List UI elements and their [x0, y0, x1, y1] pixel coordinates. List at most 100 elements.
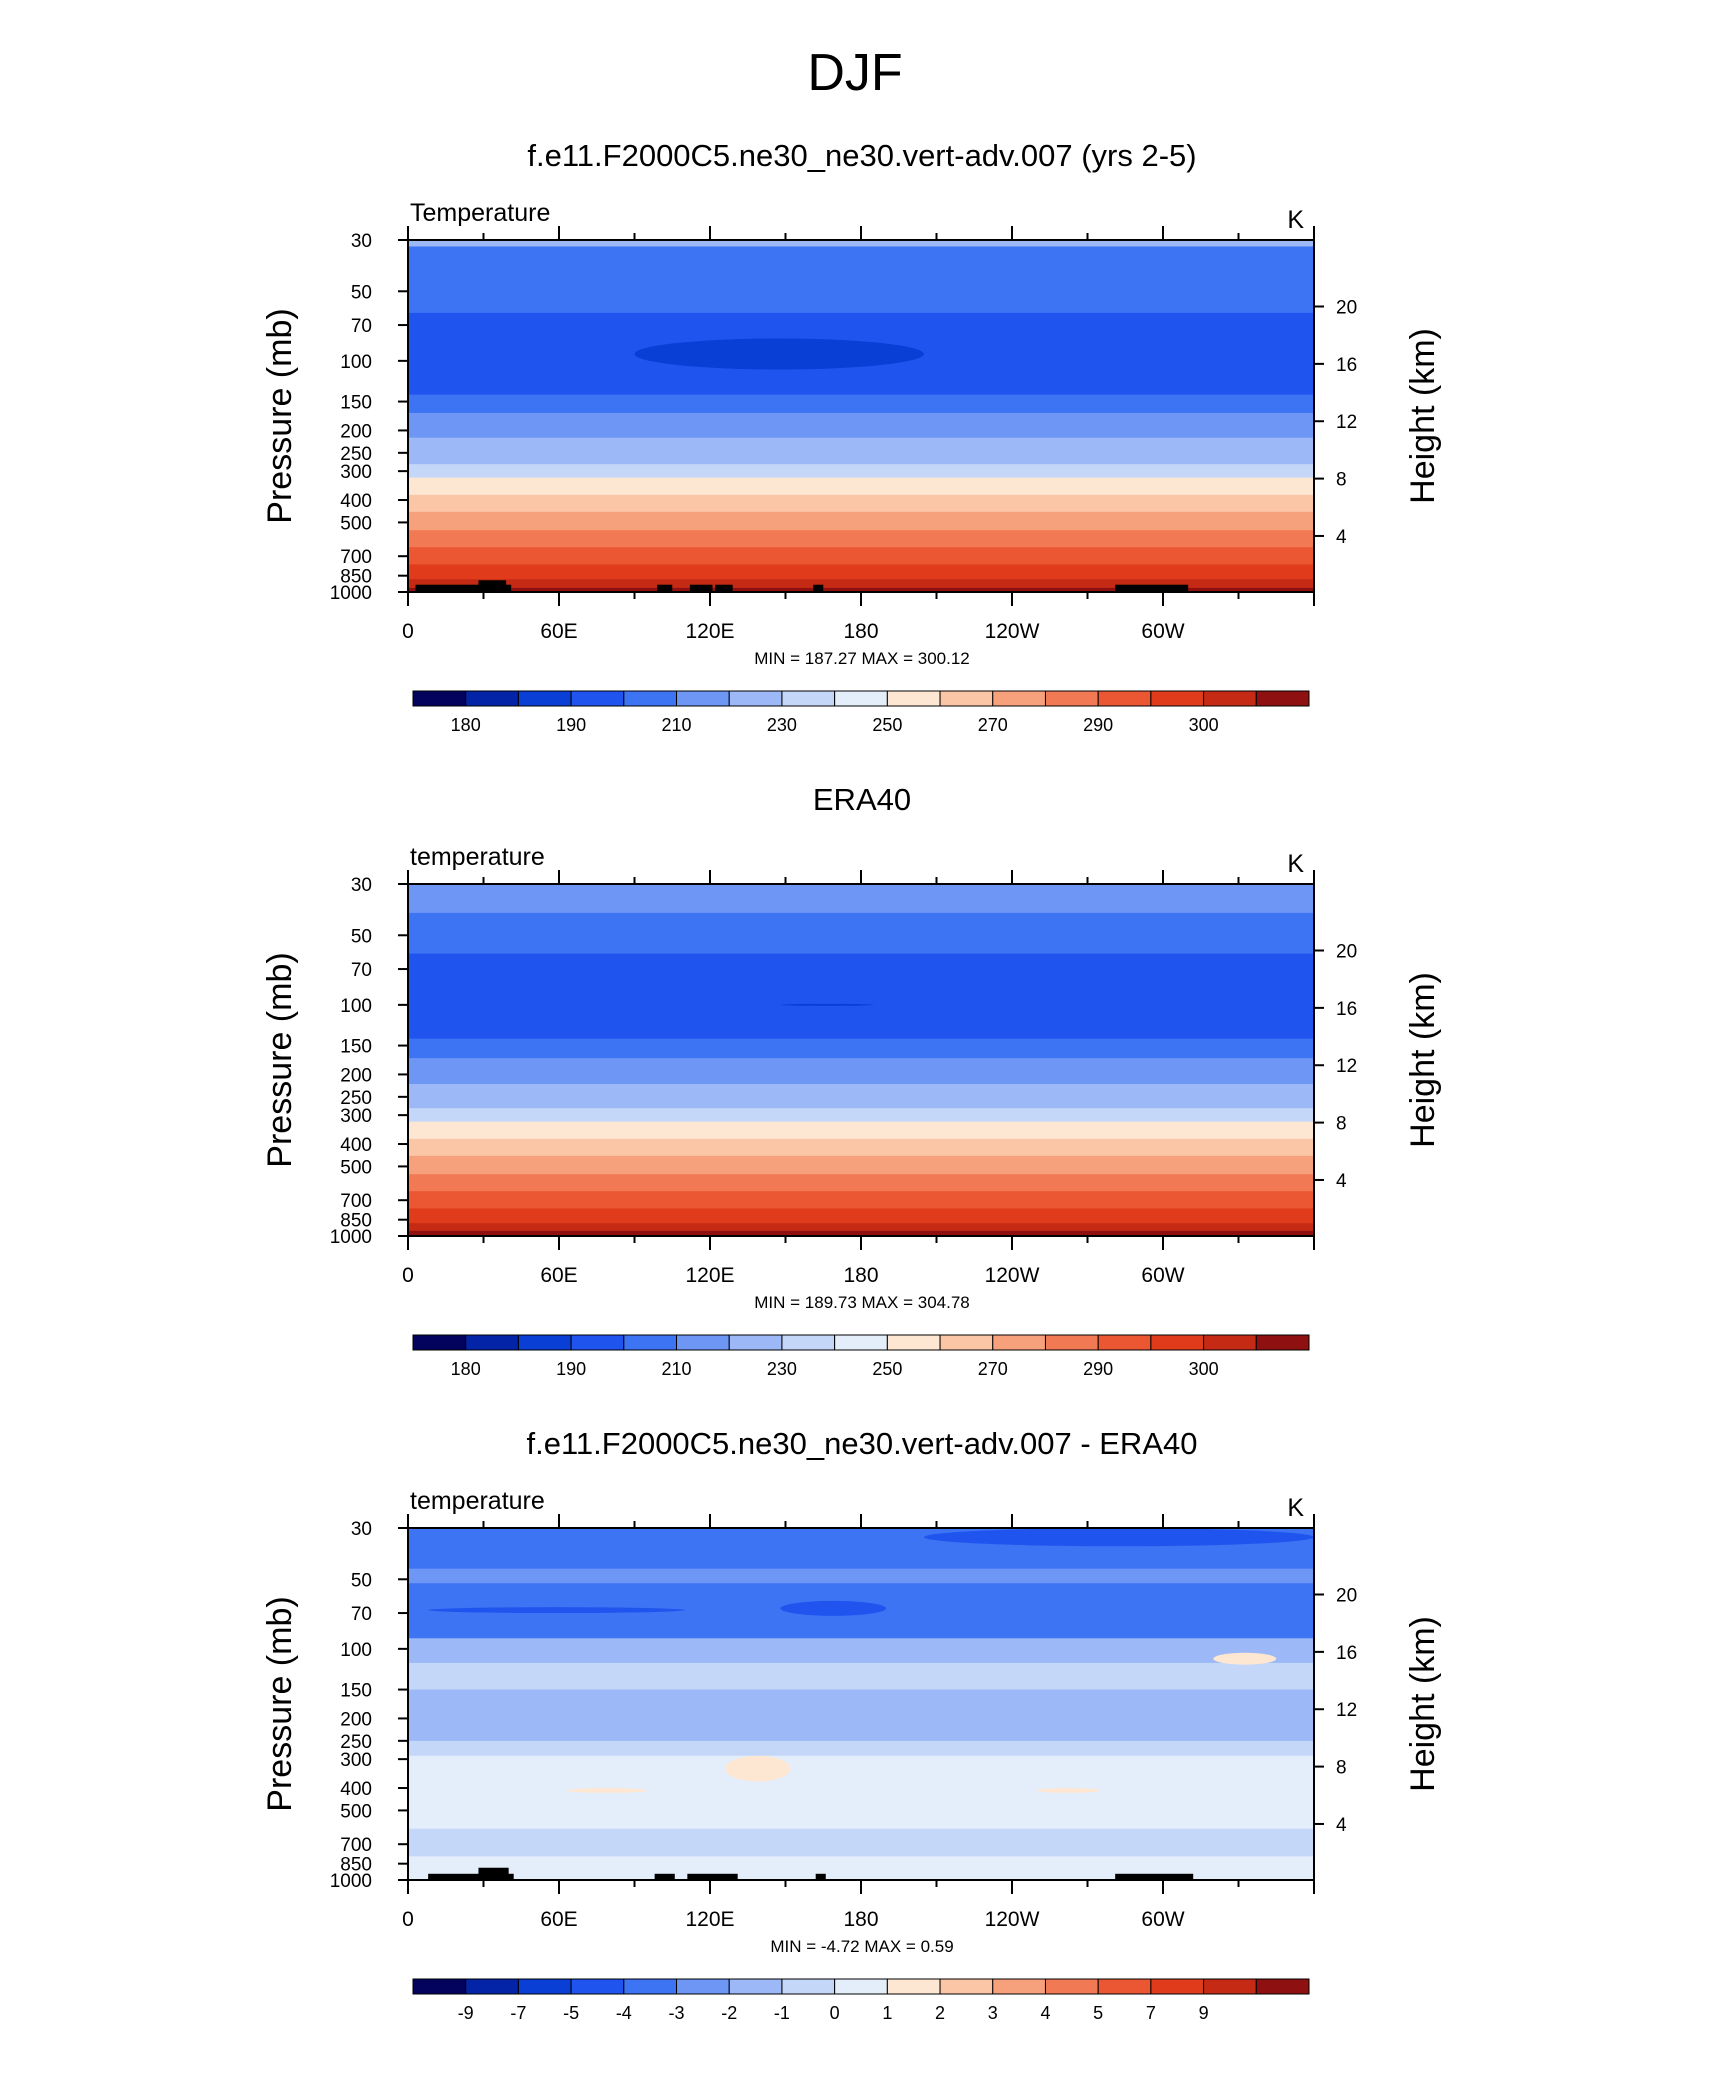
- contour-band: [408, 1084, 1314, 1109]
- topography-mask: [478, 580, 507, 592]
- colorbar-box: [412, 1334, 467, 1351]
- colorbar-box: [412, 690, 467, 707]
- y-tick-label: 250: [340, 444, 372, 465]
- colorbar-label: -4: [616, 2003, 632, 2023]
- height-tick-label: 4: [1336, 527, 1347, 548]
- contour-band: [408, 1174, 1314, 1192]
- y-tick-label: 70: [351, 1604, 372, 1625]
- contour-band: [408, 1038, 1314, 1059]
- colorbar-box: [1044, 690, 1099, 707]
- y-tick-label: 850: [340, 1211, 372, 1232]
- topography-mask: [815, 1873, 826, 1880]
- colorbar-box: [1150, 1978, 1205, 1995]
- contour-band: [408, 530, 1314, 548]
- contour-blob: [923, 1528, 1314, 1547]
- colorbar-label: 7: [1146, 2003, 1156, 2023]
- x-tick-label: 120W: [985, 1908, 1040, 1931]
- contour-band: [408, 1638, 1314, 1664]
- colorbar-box: [939, 690, 994, 707]
- y-tick-label: 400: [340, 1779, 372, 1800]
- y-tick-label: 30: [351, 875, 372, 896]
- y-tick-label: 100: [340, 996, 372, 1017]
- topography-mask: [1115, 584, 1189, 592]
- contour-band: [408, 1191, 1314, 1210]
- contour-band: [408, 1662, 1314, 1691]
- colorbar-box: [781, 690, 836, 707]
- colorbar-box: [939, 1978, 994, 1995]
- contour-band: [408, 1230, 1314, 1236]
- topography-mask: [687, 1873, 738, 1880]
- contour-band: [408, 494, 1314, 513]
- colorbar-box: [1255, 1334, 1310, 1351]
- x-tick-label: 60W: [1141, 1264, 1184, 1287]
- colorbar-box: [781, 1334, 836, 1351]
- panel-1: f.e11.F2000C5.ne30_ne30.vert-adv.007 (yr…: [261, 138, 1442, 735]
- y-tick-label: 200: [340, 421, 372, 442]
- contour-fill: [408, 240, 1314, 592]
- panel-title: f.e11.F2000C5.ne30_ne30.vert-adv.007 (yr…: [527, 138, 1196, 173]
- x-tick-label: 180: [843, 1908, 878, 1931]
- y-axis-label: Pressure (mb): [261, 308, 299, 523]
- topography-mask: [415, 584, 512, 592]
- colorbar-box: [623, 690, 678, 707]
- colorbar-box: [465, 1978, 519, 1995]
- height-tick-label: 16: [1336, 999, 1357, 1020]
- y-tick-label: 400: [340, 1135, 372, 1156]
- colorbar-label: 9: [1199, 2003, 1209, 2023]
- colorbar-box: [1097, 1978, 1152, 1995]
- right-string: K: [1287, 206, 1304, 234]
- contour-blob: [780, 1600, 887, 1616]
- topography-mask: [1115, 1873, 1194, 1880]
- colorbar-box: [676, 1334, 730, 1351]
- height-tick-label: 8: [1336, 470, 1347, 491]
- colorbar-label: 230: [767, 1359, 797, 1379]
- x-tick-label: 0: [402, 1908, 414, 1931]
- colorbar-label: 190: [556, 1359, 586, 1379]
- right-string: K: [1287, 850, 1304, 878]
- contour-band: [408, 477, 1314, 496]
- x-tick-label: 120E: [685, 1264, 734, 1287]
- colorbar-label: 0: [830, 2003, 840, 2023]
- contour-band: [408, 1138, 1314, 1157]
- y-tick-label: 50: [351, 282, 372, 303]
- contour-band: [408, 1121, 1314, 1140]
- colorbar-box: [412, 1978, 467, 1995]
- y-tick-label: 200: [340, 1709, 372, 1730]
- colorbar-box: [517, 1334, 572, 1351]
- contour-band: [408, 1108, 1314, 1123]
- contour-band: [408, 464, 1314, 479]
- colorbar-label: 180: [451, 715, 481, 735]
- y-tick-label: 300: [340, 462, 372, 483]
- height-tick-label: 12: [1336, 1056, 1357, 1077]
- colorbar-label: 230: [767, 715, 797, 735]
- y-tick-label: 70: [351, 960, 372, 981]
- y-tick-label: 1000: [330, 1227, 372, 1248]
- colorbar-label: 190: [556, 715, 586, 735]
- colorbar-box: [1044, 1334, 1099, 1351]
- colorbar-box: [623, 1334, 678, 1351]
- colorbar-box: [570, 690, 625, 707]
- contour-band: [408, 1740, 1314, 1757]
- contour-band: [408, 511, 1314, 531]
- colorbar-box: [1255, 690, 1310, 707]
- colorbar-label: -3: [669, 2003, 685, 2023]
- x-tick-label: 60E: [540, 1908, 577, 1931]
- colorbar-label: 210: [662, 1359, 692, 1379]
- colorbar-box: [834, 690, 888, 707]
- y-tick-label: 700: [340, 547, 372, 568]
- contour-band: [408, 587, 1314, 592]
- contour-band: [408, 912, 1314, 955]
- contour-band: [408, 246, 1314, 314]
- colorbar-box: [992, 690, 1046, 707]
- colorbar-box: [1150, 1334, 1205, 1351]
- colorbar-label: 270: [978, 715, 1008, 735]
- contour-band: [408, 1755, 1314, 1830]
- y-tick-label: 850: [340, 567, 372, 588]
- colorbar-box: [1044, 1978, 1099, 1995]
- contour-blob: [566, 1788, 648, 1793]
- contour-band: [408, 1208, 1314, 1224]
- colorbar-label: -2: [721, 2003, 737, 2023]
- colorbar-label: 290: [1083, 715, 1113, 735]
- colorbar-box: [834, 1334, 888, 1351]
